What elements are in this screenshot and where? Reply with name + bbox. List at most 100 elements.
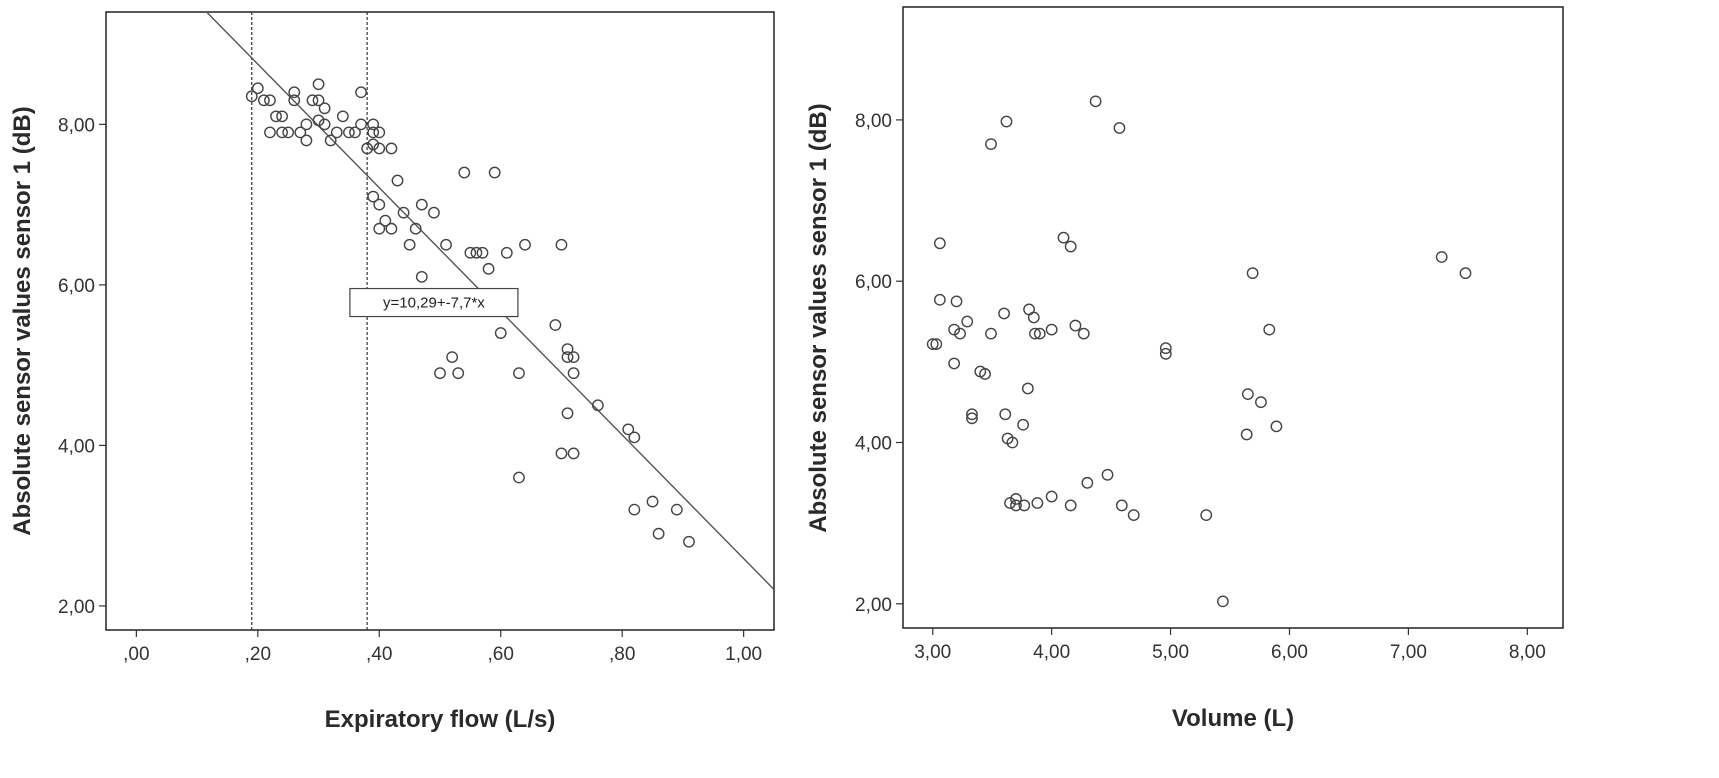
data-point — [966, 412, 978, 425]
data-point — [312, 114, 325, 127]
data-point — [257, 94, 270, 107]
equation-box — [349, 287, 519, 318]
data-point — [948, 357, 961, 370]
data-point — [1064, 240, 1077, 253]
data-point — [306, 94, 319, 107]
data-point — [979, 368, 991, 380]
data-point — [373, 198, 386, 211]
data-point — [591, 399, 604, 412]
data-point — [950, 295, 963, 308]
data-point — [1255, 396, 1267, 409]
data-point — [555, 447, 568, 460]
y-tick-label: 4,00 — [855, 434, 892, 455]
data-point — [998, 307, 1010, 320]
data-point — [440, 238, 452, 251]
data-point — [288, 86, 301, 99]
data-point — [628, 503, 641, 516]
data-point — [488, 166, 501, 179]
data-point — [349, 126, 361, 139]
data-point — [1246, 267, 1259, 280]
data-point — [513, 471, 525, 484]
data-point — [1089, 95, 1102, 108]
data-point — [985, 327, 997, 340]
data-point — [1017, 418, 1030, 431]
plot-area — [926, 95, 1472, 608]
data-point — [1159, 347, 1172, 360]
data-point — [1263, 323, 1276, 336]
data-point — [428, 206, 440, 219]
data-point — [312, 78, 325, 91]
x-tick-label: 3,00 — [914, 642, 951, 663]
y-axis-title: Absolute sensor values sensor 1 (dB) — [805, 103, 832, 532]
data-point — [403, 238, 416, 251]
data-point — [926, 338, 939, 351]
data-point — [312, 94, 325, 107]
data-point — [948, 323, 961, 336]
plot-frame — [902, 6, 1564, 629]
data-point — [670, 503, 683, 516]
data-point — [933, 293, 946, 306]
chart-2: 3,00 4,00 5,00 6,00 7,00 8,00 2,00 4,00 6,00 8,00… — [805, 6, 1564, 732]
plot-area — [205, 12, 774, 630]
data-point — [245, 90, 258, 103]
data-point — [355, 86, 367, 99]
data-point — [367, 126, 380, 139]
x-axis-title: Volume (L) — [1172, 705, 1294, 732]
data-point — [555, 238, 568, 251]
data-point — [300, 118, 313, 131]
data-point — [567, 367, 580, 380]
data-point — [282, 126, 295, 139]
data-point — [264, 126, 276, 139]
data-point — [367, 118, 380, 131]
data-point — [1004, 497, 1016, 509]
data-point — [391, 174, 404, 187]
x-tick-label: ,00 — [123, 644, 149, 665]
data-point — [646, 495, 659, 508]
equation-label: y=10,29+-7,7*x — [383, 295, 485, 312]
data-point — [1010, 493, 1022, 505]
data-point — [1029, 327, 1041, 340]
data-point — [276, 126, 289, 139]
data-point — [1159, 342, 1172, 355]
data-point — [1077, 327, 1090, 340]
y-tick-label: 8,00 — [58, 115, 95, 136]
y-tick-label: 6,00 — [855, 272, 892, 293]
data-point — [343, 126, 355, 139]
data-point — [1064, 499, 1077, 512]
data-point — [373, 126, 386, 139]
data-point — [1113, 122, 1126, 134]
plot-frame — [105, 11, 775, 631]
data-point — [519, 238, 531, 251]
data-point — [513, 367, 525, 380]
x-tick-label: 1,00 — [725, 644, 762, 665]
data-point — [415, 270, 428, 283]
data-point — [1027, 311, 1040, 324]
data-point — [336, 110, 349, 123]
data-point — [500, 246, 513, 259]
data-point — [1115, 499, 1128, 512]
data-point — [930, 338, 943, 351]
data-point — [1045, 323, 1058, 336]
x-tick-label: 4,00 — [1033, 642, 1070, 663]
data-point — [367, 190, 380, 203]
data-point — [561, 343, 574, 355]
x-tick-label: 6,00 — [1271, 642, 1308, 663]
x-tick-label: ,80 — [609, 644, 635, 665]
data-point — [458, 166, 471, 179]
data-point — [470, 246, 483, 259]
data-point — [961, 315, 974, 328]
data-point — [464, 246, 477, 259]
x-tick-label: ,40 — [366, 644, 392, 665]
data-point — [1033, 327, 1046, 340]
data-point — [385, 142, 398, 155]
data-point — [379, 214, 392, 227]
y-tick-label: 6,00 — [58, 276, 95, 297]
data-point — [276, 110, 289, 123]
data-point — [367, 138, 380, 151]
data-point — [361, 142, 374, 155]
data-point — [446, 351, 459, 364]
data-point — [985, 138, 997, 151]
y-axis-title: Absolute sensor values sensor 1 (dB) — [9, 106, 36, 535]
